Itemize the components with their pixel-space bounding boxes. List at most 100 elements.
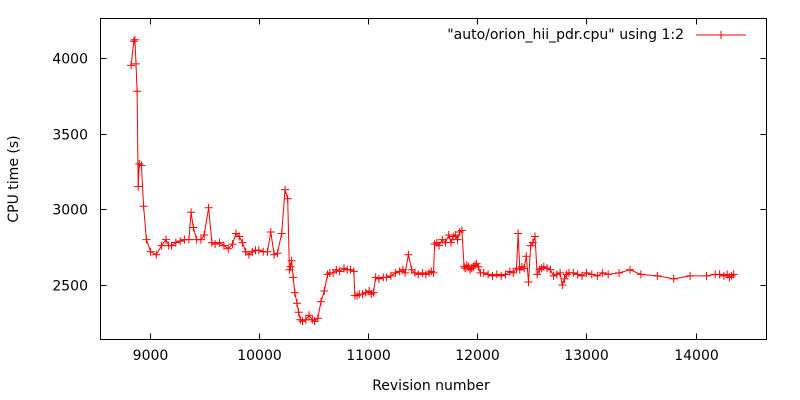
data-point <box>263 247 272 256</box>
data-point <box>184 235 193 244</box>
data-point <box>323 270 332 279</box>
data-point <box>522 252 531 261</box>
data-point <box>219 241 228 250</box>
data-point <box>374 274 383 283</box>
data-point <box>248 247 257 256</box>
data-point <box>287 256 296 265</box>
data-point <box>539 262 548 271</box>
data-point <box>176 237 185 246</box>
data-point <box>129 37 138 46</box>
data-point <box>410 268 419 277</box>
data-point <box>587 270 596 279</box>
data-point <box>457 226 466 235</box>
data-point <box>509 268 518 277</box>
data-point <box>135 159 144 168</box>
data-point <box>157 241 166 250</box>
data-point <box>447 238 455 247</box>
data-point <box>162 235 170 244</box>
data-point <box>669 274 678 283</box>
legend: "auto/orion_hii_pdr.cpu" using 1:2 <box>447 27 746 43</box>
data-point <box>369 288 378 297</box>
data-point <box>207 238 216 247</box>
data-point <box>290 288 299 297</box>
data-point <box>167 241 176 250</box>
data-point <box>686 271 695 280</box>
data-point <box>277 229 286 238</box>
data-point <box>401 268 410 277</box>
data-point <box>429 268 438 277</box>
data-point <box>578 271 586 280</box>
data-point <box>524 278 533 286</box>
data-point <box>556 268 565 277</box>
x-tick-label: 9000 <box>133 348 169 364</box>
data-point <box>512 264 521 273</box>
data-point <box>451 231 460 239</box>
data-point <box>546 265 555 274</box>
series-line <box>130 39 734 322</box>
data-point <box>127 61 136 70</box>
legend-entry-label: "auto/orion_hii_pdr.cpu" using 1:2 <box>447 27 684 43</box>
data-point <box>215 238 224 247</box>
data-point <box>349 267 358 276</box>
data-point <box>270 250 279 259</box>
data-point <box>479 268 488 277</box>
data-point <box>305 311 313 320</box>
data-point <box>552 270 561 279</box>
data-point <box>196 235 205 244</box>
data-point <box>501 270 510 279</box>
data-point <box>189 223 198 232</box>
data-point <box>335 267 344 276</box>
y-tick-label: 3000 <box>52 203 88 219</box>
data-point <box>254 246 263 255</box>
data-point <box>528 238 537 247</box>
data-point <box>593 271 602 280</box>
data-point <box>626 265 634 274</box>
data-point <box>204 203 213 212</box>
y-axis-label: CPU time (s) <box>6 135 22 222</box>
data-point <box>569 268 578 277</box>
data-point <box>391 268 400 277</box>
tick-marks <box>100 18 767 340</box>
data-point <box>471 261 479 270</box>
x-tick-label: 14000 <box>674 348 719 364</box>
data-point <box>702 271 711 280</box>
data-point <box>317 297 325 306</box>
data-point <box>332 265 341 274</box>
data-point <box>729 270 738 279</box>
x-tick-label: 12000 <box>455 348 500 364</box>
data-point <box>615 268 624 277</box>
data-point <box>497 271 506 280</box>
data-point <box>137 161 146 170</box>
data-point <box>187 208 196 217</box>
data-point <box>560 274 569 283</box>
legend-marker-sample <box>717 31 725 39</box>
data-point <box>520 264 529 273</box>
data-point <box>562 270 571 279</box>
data-point <box>453 235 462 244</box>
data-point <box>298 317 307 326</box>
data-point <box>715 270 724 279</box>
plot-frame <box>100 18 767 340</box>
data-point <box>549 271 558 280</box>
data-point <box>484 270 493 279</box>
data-point <box>414 270 423 279</box>
series-group <box>127 35 738 326</box>
data-point <box>281 185 289 194</box>
data-point <box>266 228 275 236</box>
data-point <box>286 262 295 271</box>
data-point <box>505 267 514 276</box>
data-point <box>382 273 391 282</box>
data-point <box>371 273 380 282</box>
data-point <box>273 249 282 258</box>
data-point <box>152 250 161 259</box>
data-point <box>142 235 151 244</box>
data-point <box>449 232 458 241</box>
data-point <box>543 264 551 273</box>
data-point <box>421 270 430 279</box>
data-point <box>320 287 329 295</box>
data-point <box>558 281 567 289</box>
data-point <box>228 240 237 249</box>
data-point <box>294 308 303 317</box>
data-point <box>283 194 292 203</box>
